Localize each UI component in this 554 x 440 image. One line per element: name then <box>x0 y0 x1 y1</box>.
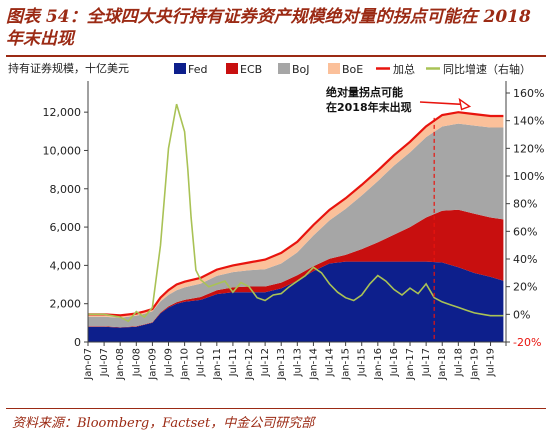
x-tick-label: Jul-09 <box>164 348 175 377</box>
figure-title: 图表 54：全球四大央行持有证券资产规模绝对量的拐点可能在 2018 年末出现 <box>6 7 531 49</box>
source-rule <box>6 408 546 409</box>
x-tick-label: Jul-16 <box>389 348 400 377</box>
legend-swatch <box>328 63 340 74</box>
x-tick-label: Jul-14 <box>325 348 336 377</box>
x-tick-label: Jul-10 <box>196 348 207 377</box>
annotation-text: 在2018年末出现 <box>326 100 412 114</box>
legend-label: BoE <box>342 63 363 76</box>
legend-label: Fed <box>188 63 207 76</box>
left-tick-label: 2,000 <box>50 298 82 311</box>
title-rule <box>6 55 546 57</box>
right-tick-label: 20% <box>513 281 537 294</box>
legend-label: 同比增速（右轴） <box>443 62 531 76</box>
right-tick-label: 80% <box>513 198 537 211</box>
x-tick-label: Jan-07 <box>83 348 94 381</box>
annotation-text: 绝对量拐点可能 <box>326 85 403 99</box>
right-tick-label: 160% <box>513 87 544 100</box>
legend-label: 加总 <box>393 62 415 76</box>
x-tick-label: Jan-08 <box>115 348 126 381</box>
x-tick-label: Jan-17 <box>405 348 416 381</box>
x-tick-label: Jul-13 <box>292 348 303 377</box>
legend-swatch <box>226 63 238 74</box>
right-tick-label: 100% <box>513 170 544 183</box>
right-tick-label: 40% <box>513 253 537 266</box>
legend-label: BoJ <box>292 63 310 76</box>
x-tick-label: Jul-08 <box>131 348 142 377</box>
right-tick-label: 60% <box>513 225 537 238</box>
right-tick-label: 120% <box>513 142 544 155</box>
left-axis-title: 持有证券规模，十亿美元 <box>8 61 129 75</box>
annotation-arrow-shaft <box>419 101 464 106</box>
x-tick-label: Jul-11 <box>228 348 239 377</box>
x-tick-label: Jan-19 <box>469 348 480 381</box>
x-tick-label: Jul-12 <box>260 348 271 377</box>
right-tick-label: 140% <box>513 115 544 128</box>
legend-swatch <box>278 63 290 74</box>
legend-label: ECB <box>240 63 262 76</box>
right-tick-label: -20% <box>513 336 541 349</box>
x-tick-label: Jan-12 <box>244 348 255 381</box>
area-boj <box>88 123 504 328</box>
annotation-arrow-head <box>458 97 472 111</box>
area-fed <box>88 261 504 342</box>
x-tick-label: Jan-16 <box>373 348 384 381</box>
x-tick-label: Jan-13 <box>276 348 287 381</box>
left-tick-label: 4,000 <box>50 259 82 272</box>
chart: 0 2,000 4,000 6,000 8,000 10,000 12,000 -20% 0% 2… <box>8 61 544 381</box>
left-tick-label: 0 <box>74 336 81 349</box>
x-tick-label: Jan-14 <box>308 348 319 381</box>
source-note: 资料来源：Bloomberg，Factset，中金公司研究部 <box>12 416 315 431</box>
legend-swatch <box>174 63 186 74</box>
x-tick-label: Jul-07 <box>99 348 110 377</box>
x-tick-label: Jul-18 <box>453 348 464 377</box>
left-tick-label: 8,000 <box>50 183 82 196</box>
x-tick-label: Jan-18 <box>437 348 448 381</box>
x-tick-label: Jan-09 <box>147 348 158 381</box>
left-tick-label: 6,000 <box>50 221 82 234</box>
x-tick-label: Jul-15 <box>357 348 368 377</box>
left-tick-label: 12,000 <box>43 106 82 119</box>
x-tick-label: Jan-15 <box>341 348 352 381</box>
x-tick-label: Jan-10 <box>180 348 191 381</box>
x-tick-label: Jan-11 <box>212 348 223 381</box>
x-tick-label: Jul-17 <box>421 348 432 377</box>
area-ecb <box>88 209 504 328</box>
right-tick-label: 0% <box>513 308 530 321</box>
x-tick-label: Jul-19 <box>486 348 497 377</box>
line-yoy-growth <box>88 103 504 323</box>
left-tick-label: 10,000 <box>43 144 82 157</box>
